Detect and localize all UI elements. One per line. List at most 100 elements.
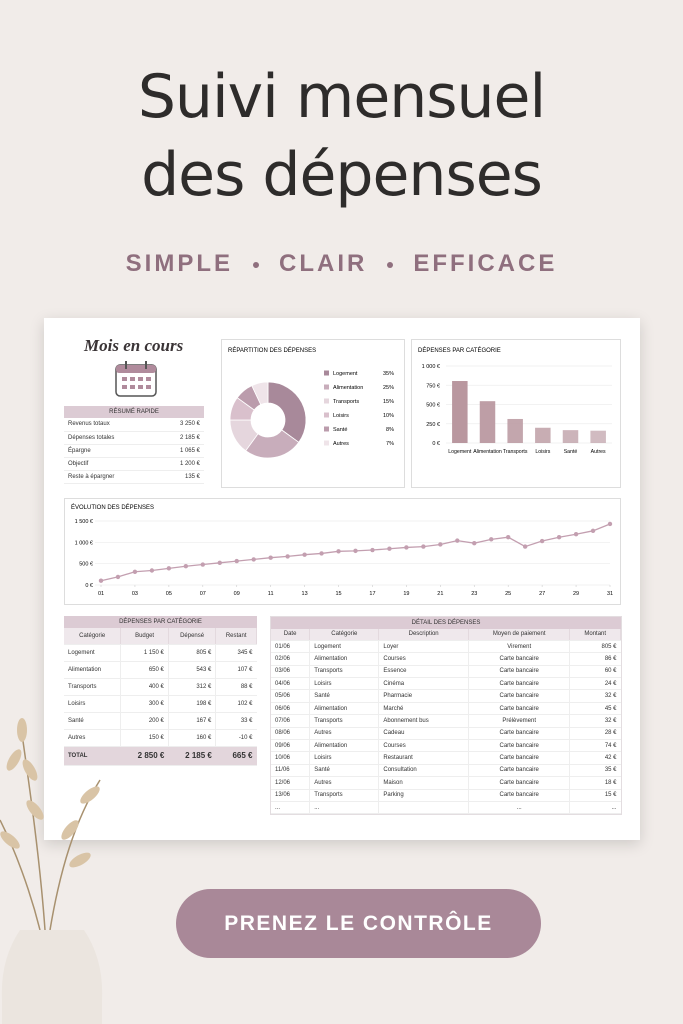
y-tick-label: 0 €	[85, 583, 93, 589]
table-cell: -10 €	[215, 729, 257, 747]
calendar-icon	[115, 361, 157, 397]
table-row: Logement 1 150 €805 €345 €	[64, 644, 257, 662]
bar	[452, 381, 468, 443]
table-cell: Transports	[309, 665, 380, 679]
table-cell: Pharmacie	[378, 689, 469, 703]
table-cell: Loisirs	[309, 677, 380, 691]
total-cell: 2 850 €	[120, 746, 169, 766]
table-row: 06/06 Alimentation Marché Carte bancaire 45 …	[271, 702, 621, 716]
table-row: 13/06 Transports Parking Carte bancaire 15 €	[271, 789, 621, 802]
table-cell: Autres	[309, 776, 380, 790]
table-cell: Courses	[378, 652, 469, 666]
x-tick-label: 27	[539, 591, 545, 597]
point	[336, 549, 341, 554]
table-title: DÉTAIL DES DÉPENSES	[271, 617, 621, 629]
pie-slice	[251, 381, 269, 406]
bar	[479, 401, 496, 443]
table-cell: ...	[309, 801, 380, 815]
separator	[253, 261, 259, 268]
table-cell: 805 €	[168, 644, 217, 662]
table-cell: 12/06	[271, 776, 311, 790]
table-row: 08/06 Autres Cadeau Carte bancaire 28 €	[271, 727, 621, 741]
table-cell: Courses	[378, 739, 469, 753]
header-cell: Description	[378, 629, 469, 641]
table-cell: 04/06	[271, 677, 311, 691]
pie-slice	[267, 381, 307, 443]
point	[302, 552, 307, 557]
table-cell: Reste à épargner	[64, 470, 157, 484]
table-row: 12/06 Autres Maison Carte bancaire 18 €	[271, 776, 621, 790]
point	[217, 560, 222, 566]
table-cell: Marché	[378, 702, 469, 716]
point	[539, 538, 545, 544]
point	[251, 557, 256, 562]
table-row: 07/06 Transports Abonnement bus Prélèvement…	[271, 714, 621, 728]
total-cell: 665 €	[215, 746, 257, 766]
table-cell: 1 065 €	[156, 444, 204, 458]
table-cell: 24 €	[569, 677, 621, 691]
table-cell: 06/06	[271, 702, 311, 716]
table-cell: 28 €	[569, 727, 621, 741]
category-table: DÉPENSES PAR CATÉGORIE Catégorie Budget Dép…	[64, 616, 257, 766]
table-row: Objectif 1 200 €	[64, 457, 204, 471]
table-row: ............	[271, 801, 621, 815]
table-cell: 74 €	[569, 739, 621, 753]
point	[166, 566, 172, 571]
table-cell: 300 €	[120, 695, 169, 713]
table-cell: 345 €	[215, 644, 257, 662]
point	[556, 535, 562, 540]
table-cell: 3 250 €	[156, 418, 204, 432]
header-row: Date Catégorie Description Moyen de paiemen…	[271, 629, 621, 641]
table-cell: 1 150 €	[120, 644, 169, 662]
table-cell: ...	[271, 801, 311, 815]
table-cell: 102 €	[215, 695, 257, 713]
table-cell: Carte bancaire	[468, 689, 571, 703]
table-cell: Alimentation	[309, 739, 380, 753]
table-cell: 805 €	[569, 640, 621, 654]
table-cell: Carte bancaire	[468, 764, 571, 778]
table-cell: 312 €	[168, 678, 217, 696]
table-cell: Dépenses totales	[64, 431, 157, 445]
title-line: des dépenses	[141, 140, 543, 210]
point	[455, 538, 460, 543]
cta-button[interactable]: PRENEZ LE CONTRÔLE	[176, 889, 541, 958]
point	[506, 535, 511, 540]
x-tick-label: 07	[200, 591, 206, 597]
legend-label: Santé	[333, 427, 347, 433]
table-row: 10/06 Loisirs Restaurant Carte bancaire 42 €	[271, 751, 621, 765]
x-tick-label: 25	[505, 591, 511, 597]
table-cell: 650 €	[120, 661, 169, 679]
table-row: Reste à épargner 135 €	[64, 470, 204, 484]
table-cell	[378, 801, 469, 815]
table-cell: Carte bancaire	[468, 727, 571, 741]
table-cell: 11/06	[271, 764, 311, 778]
legend-label: Transports	[333, 399, 359, 405]
table-cell: 45 €	[569, 702, 621, 716]
x-tick-label: Transports	[503, 449, 528, 455]
x-tick-label: 09	[234, 591, 240, 597]
x-tick-label: 11	[268, 591, 274, 597]
legend-value: 35%	[383, 371, 394, 377]
x-tick-label: Alimentation	[473, 449, 502, 455]
table-row: 09/06 Alimentation Courses Carte bancaire 74…	[271, 739, 621, 753]
table-cell: 42 €	[569, 751, 621, 765]
table-cell: 18 €	[569, 776, 621, 790]
tagline-word: SIMPLE	[125, 250, 233, 277]
table-cell: 07/06	[271, 714, 311, 728]
table-cell: Carte bancaire	[468, 739, 571, 753]
table-cell: Abonnement bus	[378, 714, 469, 728]
month-label: Mois en cours	[84, 336, 184, 355]
x-tick-label: 15	[335, 591, 341, 597]
table-cell: ...	[468, 801, 571, 815]
header-cell: Montant	[569, 629, 621, 641]
point	[522, 544, 528, 549]
table-row: Santé 200 €167 €33 €	[64, 712, 257, 730]
separator	[387, 261, 394, 268]
table-cell: Consultation	[378, 764, 469, 778]
x-tick-label: 29	[573, 591, 579, 597]
y-tick-label: 750 €	[426, 383, 440, 389]
legend-swatch	[324, 440, 329, 446]
table-row: Transports 400 €312 €88 €	[64, 678, 257, 696]
x-tick-label: 17	[369, 591, 375, 597]
point	[234, 558, 239, 564]
